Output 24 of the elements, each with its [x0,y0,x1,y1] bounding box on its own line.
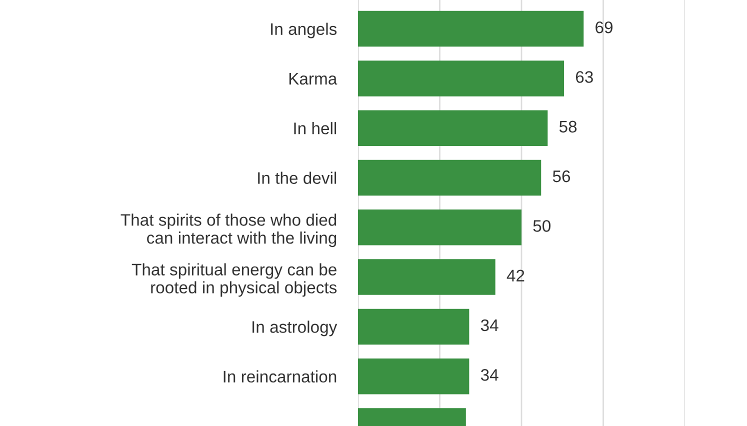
y-tick-label: In angels [271,22,337,38]
bar [358,110,548,146]
y-tick-label: In the devil [258,172,336,184]
data-label: 58 [559,120,577,133]
data-label: 69 [596,21,612,34]
data-label: 34 [480,369,498,381]
data-label: 42 [506,270,524,282]
bar [358,160,542,196]
bar [358,259,496,295]
bar [358,210,522,246]
bar [358,308,470,345]
bar [358,10,584,47]
bar [358,60,564,96]
y-tick-label: That spiritual energy can be rooted in physical objects [132,263,337,297]
y-tick-label: That spirits of those who died can interact with the living [120,214,336,248]
bar [358,358,470,394]
data-label: 63 [576,71,593,83]
y-tick-label: In astrology [252,320,338,336]
data-label: 56 [552,170,570,182]
data-label: 34 [480,319,498,332]
y-tick-label: In hell [294,122,336,134]
y-tick-label: In reincarnation [224,370,336,383]
y-tick-label: Karma [289,73,338,85]
data-label: 50 [533,220,550,232]
